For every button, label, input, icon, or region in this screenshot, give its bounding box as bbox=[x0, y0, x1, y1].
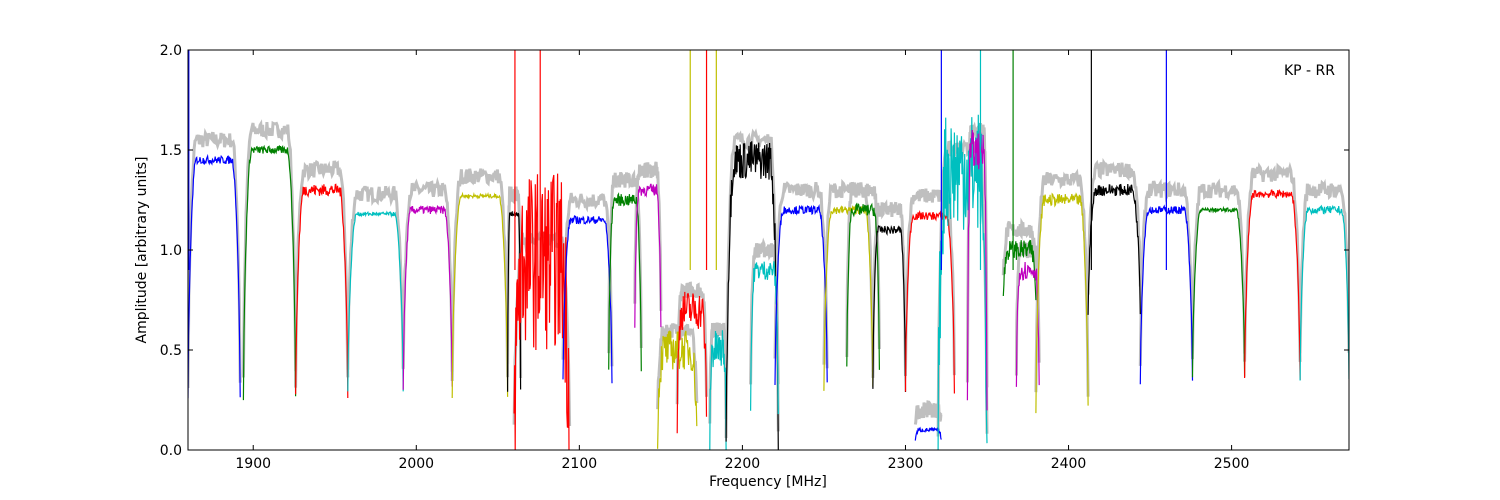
x-axis: 1900 2000 2100 2200 2300 2400 2500 bbox=[235, 50, 1249, 472]
channel-trace-15 bbox=[725, 141, 779, 450]
channel-trace-26 bbox=[1015, 261, 1040, 387]
channel-trace-24 bbox=[966, 129, 988, 411]
reference-trace-20 bbox=[871, 199, 907, 378]
reference-trace-31 bbox=[1243, 161, 1302, 362]
reference-trace-16 bbox=[749, 237, 780, 385]
reference-trace-11 bbox=[633, 161, 663, 311]
channel-trace-9 bbox=[562, 215, 613, 384]
channel-trace-7 bbox=[507, 210, 522, 392]
channel-trace-20 bbox=[872, 224, 907, 393]
reference-trace-6 bbox=[450, 168, 510, 382]
y-tick-label: 2.0 bbox=[160, 43, 182, 59]
channel-trace-11 bbox=[634, 183, 662, 328]
y-axis-label: Amplitude [arbitrary units] bbox=[134, 157, 150, 344]
reference-trace-17 bbox=[773, 180, 829, 369]
channel-trace-13 bbox=[676, 291, 708, 434]
channel-trace-10 bbox=[608, 192, 642, 372]
channel-trace-1 bbox=[188, 153, 241, 399]
channel-trace-16 bbox=[750, 261, 779, 415]
reference-trace-1 bbox=[188, 127, 242, 389]
reference-trace-7 bbox=[506, 186, 523, 379]
y-tick-label: 0.5 bbox=[160, 343, 182, 359]
channel-trace-5 bbox=[402, 204, 453, 390]
reference-trace-13 bbox=[675, 281, 708, 405]
y-tick-label: 0.0 bbox=[160, 443, 182, 459]
reference-trace-10 bbox=[607, 169, 643, 354]
reference-trace-3 bbox=[294, 159, 350, 388]
x-tick-label: 2400 bbox=[1051, 456, 1087, 472]
x-tick-label: 2500 bbox=[1214, 456, 1250, 472]
channel-trace-3 bbox=[295, 183, 349, 399]
channel-trace-27 bbox=[1035, 192, 1089, 414]
channel-trace-4 bbox=[347, 210, 404, 392]
reference-trace-19 bbox=[845, 182, 881, 358]
channel-trace-22 bbox=[914, 426, 942, 441]
x-tick-label: 1900 bbox=[235, 456, 271, 472]
plot-annotation: KP - RR bbox=[1284, 63, 1335, 79]
reference-trace-32 bbox=[1298, 178, 1349, 354]
channel-trace-2 bbox=[242, 144, 297, 401]
channel-trace-30 bbox=[1191, 205, 1246, 378]
x-tick-label: 2300 bbox=[888, 456, 924, 472]
channel-trace-21 bbox=[904, 210, 955, 394]
y-tick-label: 1.0 bbox=[160, 243, 182, 259]
channel-trace-28 bbox=[1087, 183, 1141, 315]
reference-trace-2 bbox=[241, 119, 298, 378]
series-group bbox=[188, 50, 1349, 450]
channel-trace-17 bbox=[774, 203, 828, 386]
reference-trace-9 bbox=[561, 192, 614, 367]
reference-trace-5 bbox=[401, 176, 454, 372]
reference-trace-25 bbox=[1001, 217, 1038, 281]
channel-trace-12 bbox=[657, 330, 698, 449]
reference-trace-27 bbox=[1034, 168, 1090, 397]
x-tick-label: 2100 bbox=[562, 456, 598, 472]
channel-trace-14 bbox=[709, 330, 727, 450]
channel-trace-19 bbox=[846, 202, 880, 370]
reference-trace-24 bbox=[965, 121, 989, 388]
reference-trace-30 bbox=[1191, 178, 1247, 354]
channel-trace-25 bbox=[1002, 239, 1037, 301]
x-tick-label: 2000 bbox=[398, 456, 434, 472]
x-tick-label: 2200 bbox=[725, 456, 761, 472]
channel-trace-32 bbox=[1299, 204, 1349, 381]
reference-trace-14 bbox=[708, 322, 728, 424]
y-axis: 0.0 0.5 1.0 1.5 2.0 bbox=[160, 43, 1349, 459]
channel-trace-8 bbox=[513, 173, 570, 450]
channel-trace-6 bbox=[451, 191, 509, 399]
channel-trace-31 bbox=[1244, 189, 1301, 381]
x-axis-label: Frequency [MHz] bbox=[709, 474, 827, 490]
reference-trace-4 bbox=[346, 185, 405, 370]
y-tick-label: 1.5 bbox=[160, 143, 182, 159]
channel-trace-23 bbox=[937, 114, 988, 450]
reference-trace-28 bbox=[1086, 157, 1142, 295]
